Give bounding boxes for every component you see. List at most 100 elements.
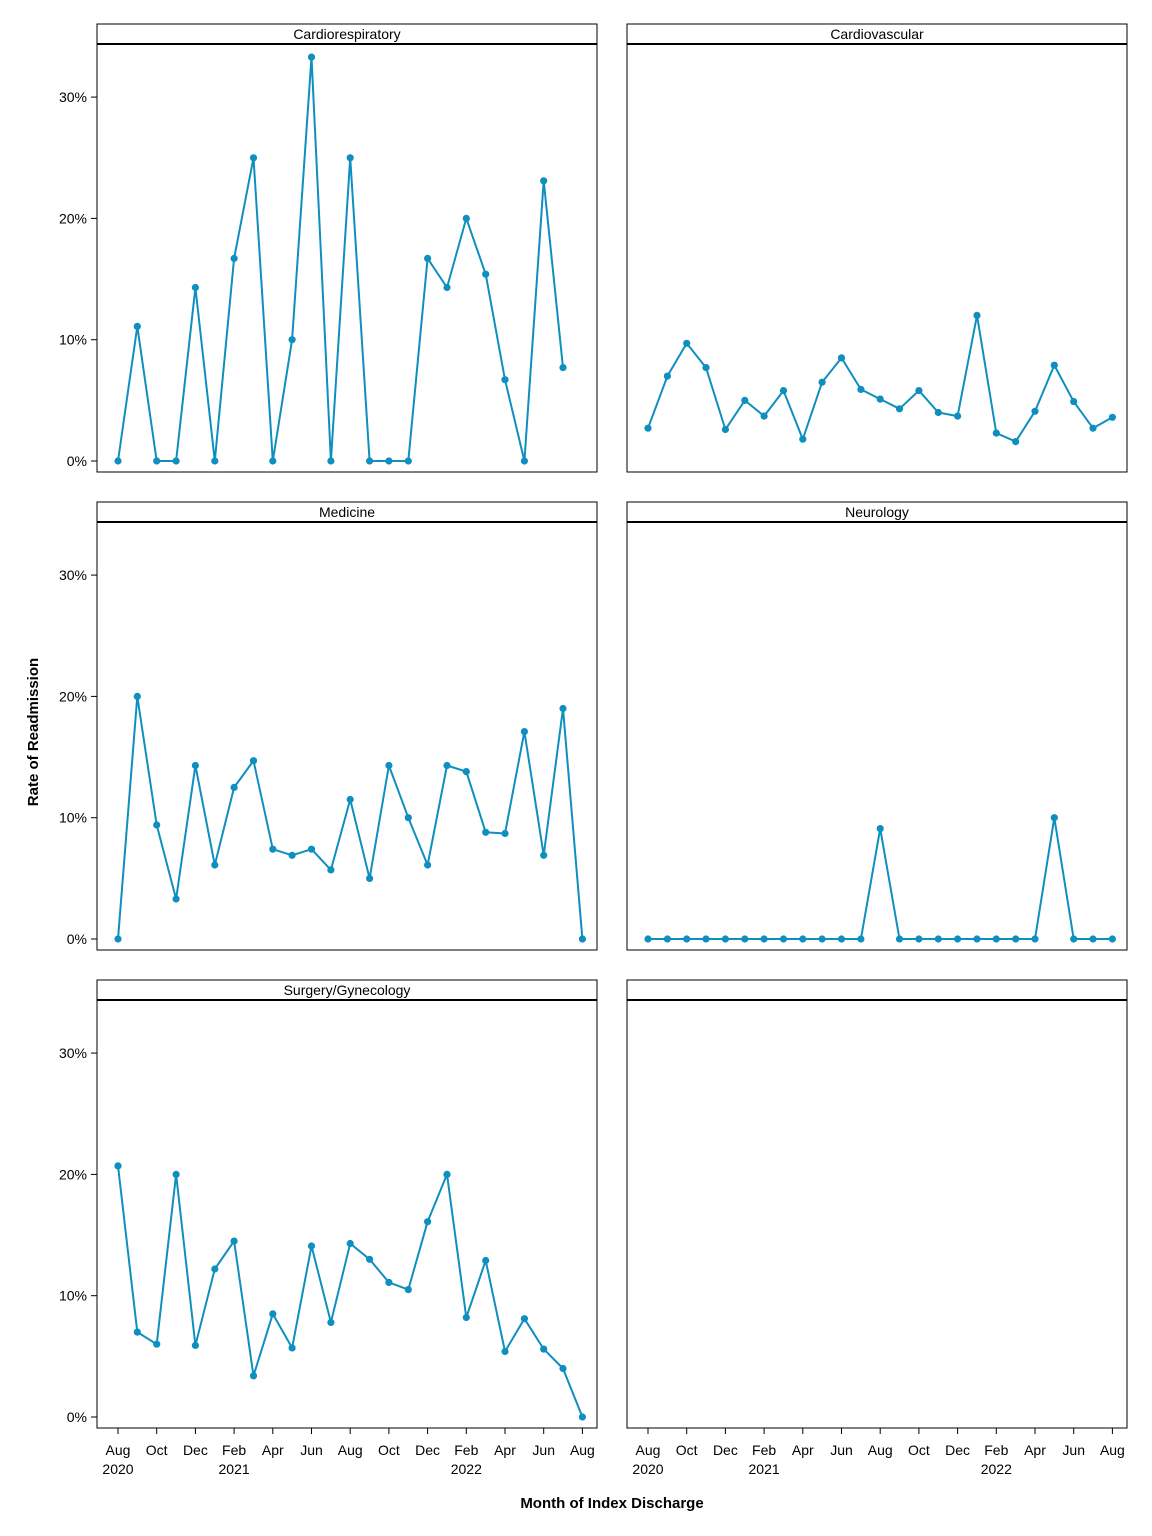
y-tick-label: 20% (59, 688, 87, 704)
x-tick-label: Feb (752, 1442, 776, 1458)
data-point (404, 457, 412, 465)
facet-title: Cardiorespiratory (293, 26, 400, 42)
data-point (501, 1347, 509, 1356)
x-tick-label: Dec (183, 1442, 208, 1458)
data-point (520, 728, 529, 736)
data-point (153, 1340, 161, 1348)
data-point (1050, 814, 1058, 822)
series-line (647, 314, 1113, 443)
x-tick-label: Oct (676, 1442, 698, 1458)
data-point (288, 851, 296, 859)
data-point (404, 814, 412, 822)
data-point (741, 935, 749, 943)
facet-panel: Neurology (626, 501, 1128, 951)
data-point (559, 1364, 567, 1373)
x-tick-label: Aug (1100, 1442, 1125, 1458)
facet-panel: Cardiorespiratory 0% 10% 20% 30% (59, 23, 598, 473)
x-tick-label: Aug (570, 1442, 595, 1458)
data-point (230, 783, 238, 792)
x-tick-label: Jun (1062, 1442, 1085, 1458)
data-point (1089, 424, 1097, 432)
data-point (559, 364, 567, 372)
data-point (760, 935, 768, 943)
facet-title: Neurology (845, 504, 909, 520)
data-point (540, 177, 548, 185)
data-point (249, 757, 258, 765)
data-point (424, 861, 432, 869)
plot-frame (96, 999, 598, 1429)
x-tick-year-label: 2022 (451, 1461, 482, 1477)
y-tick-label: 0% (67, 931, 87, 947)
y-tick-label: 30% (59, 567, 87, 583)
data-point (1012, 935, 1020, 943)
data-point (172, 457, 180, 465)
data-point (1108, 935, 1116, 943)
data-point (385, 761, 393, 770)
data-point (385, 457, 393, 465)
data-point (366, 874, 374, 883)
plot-frame (626, 521, 1128, 951)
data-point (288, 336, 296, 344)
data-point (346, 1239, 354, 1248)
data-point (501, 829, 509, 838)
x-tick-label: Jun (532, 1442, 555, 1458)
data-point (327, 457, 335, 465)
data-point (644, 424, 652, 432)
data-point (702, 364, 710, 372)
x-tick-label: Aug (338, 1442, 363, 1458)
data-point (540, 851, 548, 859)
data-point (269, 457, 277, 465)
data-point (520, 1315, 529, 1323)
data-point (663, 935, 672, 943)
data-point (230, 1237, 238, 1245)
data-point (346, 154, 354, 162)
data-point (346, 795, 354, 804)
x-tick-label: Aug (636, 1442, 661, 1458)
facet-panel: Surgery/Gynecology 0% 10% 20% 30% Aug 2020 Oct D… (59, 979, 598, 1477)
data-point (191, 283, 199, 292)
data-point (779, 935, 788, 943)
data-point (578, 1413, 587, 1421)
x-tick-year-label: 2021 (219, 1461, 250, 1477)
data-point (644, 935, 652, 943)
data-point (191, 761, 199, 770)
x-tick-label: Aug (106, 1442, 131, 1458)
data-point (1070, 398, 1078, 406)
data-point (443, 1170, 451, 1178)
data-point (211, 861, 219, 869)
facet-title: Surgery/Gynecology (284, 982, 411, 998)
x-tick-year-label: 2021 (749, 1461, 780, 1477)
data-point (934, 935, 942, 943)
y-tick-label: 10% (59, 332, 87, 348)
data-point (307, 53, 316, 61)
data-point (857, 385, 865, 393)
data-point (1070, 935, 1078, 943)
x-tick-label: Apr (262, 1442, 284, 1458)
data-point (540, 1345, 548, 1353)
data-point (114, 935, 122, 943)
x-tick-label: Apr (1024, 1442, 1046, 1458)
data-point (366, 457, 374, 465)
data-point (404, 1286, 412, 1294)
data-point (663, 372, 672, 380)
x-tick-label: Jun (300, 1442, 323, 1458)
data-point (895, 405, 904, 413)
data-point (327, 1318, 335, 1326)
data-point (973, 935, 981, 943)
data-point (876, 395, 884, 403)
data-point (443, 761, 451, 770)
data-point (954, 935, 962, 943)
data-point (876, 825, 884, 833)
data-point (114, 1162, 122, 1170)
data-point (559, 704, 567, 713)
data-point (915, 935, 923, 943)
data-point (462, 768, 470, 776)
data-point (760, 412, 768, 420)
x-tick-label: Oct (378, 1442, 400, 1458)
facet-panels: Cardiorespiratory 0% 10% 20% 30% Cardiovascul… (59, 23, 1128, 1477)
data-point (307, 1242, 316, 1250)
data-point (818, 935, 826, 943)
data-point (1012, 438, 1020, 446)
data-point (211, 457, 219, 465)
